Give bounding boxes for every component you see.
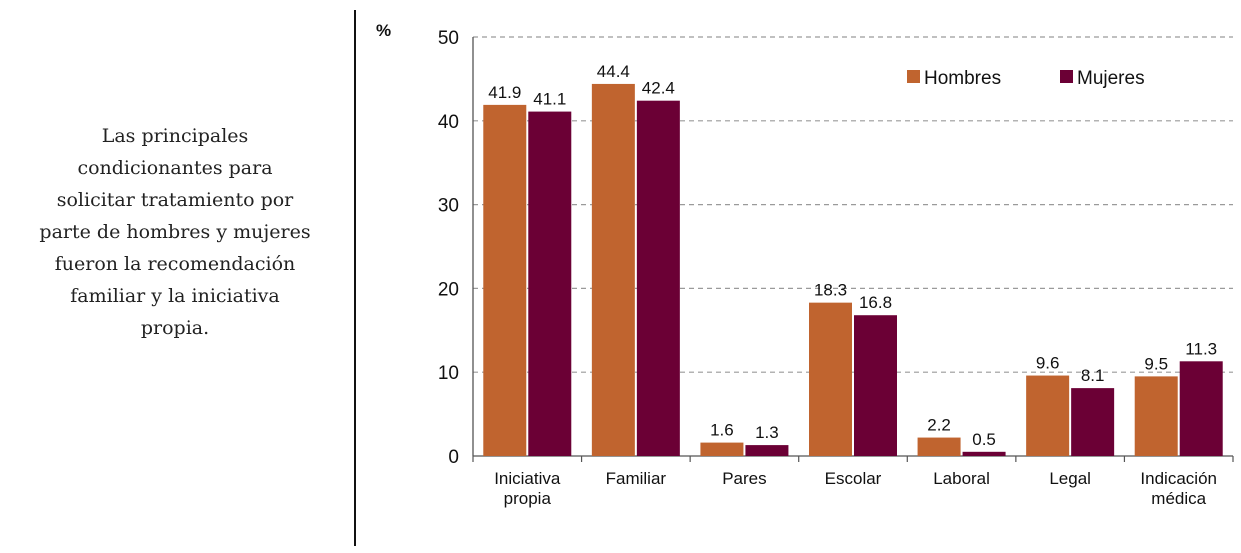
data-label: 16.8: [859, 293, 892, 312]
description-line: Las principales: [101, 125, 249, 147]
data-label: 2.2: [927, 416, 951, 435]
description-line: familiar y la iniciativa: [70, 285, 280, 307]
y-tick-label: 50: [438, 28, 459, 49]
bar-mujeres: [528, 111, 572, 456]
y-tick-label: 40: [438, 112, 459, 133]
x-tick-label: propia: [504, 489, 552, 508]
x-tick-label: Indicación: [1140, 469, 1217, 488]
x-tick-label: médica: [1151, 489, 1206, 508]
description-line: condicionantes para: [77, 157, 273, 179]
chart-description: Las principales condicionantes para soli…: [0, 120, 350, 344]
data-label: 1.6: [710, 421, 734, 440]
description-line: propia.: [140, 317, 210, 339]
bar-hombres: [483, 104, 527, 457]
bar-mujeres: [1071, 388, 1115, 456]
legend-swatch-hombres: [907, 70, 920, 83]
legend-label: Mujeres: [1077, 68, 1145, 89]
x-tick-label: Iniciativa: [494, 469, 561, 488]
description-line: solicitar tratamiento por: [56, 189, 294, 211]
description-line: fueron la recomendación: [54, 253, 296, 275]
data-label: 1.3: [755, 423, 779, 442]
bar-mujeres: [636, 100, 680, 457]
x-tick-label: Familiar: [606, 469, 667, 488]
data-label: 11.3: [1185, 339, 1217, 358]
x-tick-label: Pares: [722, 469, 766, 488]
chart-area: 0 10 20 30 40 50% 41.9 41.1 Iniciativa propia 44.4…: [360, 0, 1241, 548]
y-tick-label: 0: [448, 447, 459, 468]
y-tick-label: 10: [438, 363, 459, 384]
y-tick-label: 20: [438, 279, 459, 300]
bar-hombres: [1134, 376, 1178, 456]
y-tick-label: 30: [438, 196, 459, 217]
x-tick-label: Escolar: [825, 469, 882, 488]
data-label: 0.5: [972, 430, 996, 449]
legend-label: Hombres: [924, 68, 1001, 89]
bar-mujeres: [1179, 361, 1223, 456]
bar-hombres: [917, 437, 961, 456]
bar-hombres: [1026, 375, 1070, 456]
description-line: parte de hombres y mujeres: [39, 221, 311, 243]
bar-hombres: [809, 302, 852, 456]
bar-hombres: [591, 83, 635, 456]
data-label: 18.3: [814, 281, 847, 300]
data-label: 9.6: [1036, 354, 1060, 373]
y-axis-label: %: [376, 21, 391, 40]
data-label: 41.1: [533, 90, 566, 109]
x-tick-label: Laboral: [933, 469, 990, 488]
x-tick-label: Legal: [1049, 469, 1091, 488]
bar-mujeres: [745, 445, 789, 456]
data-label: 42.4: [642, 79, 675, 98]
data-label: 8.1: [1081, 366, 1105, 385]
data-label: 9.5: [1144, 354, 1168, 373]
data-label: 41.9: [488, 83, 521, 102]
vertical-divider: [354, 10, 356, 546]
bar-mujeres: [962, 451, 1006, 456]
bar-mujeres: [854, 315, 897, 456]
data-label: 44.4: [597, 62, 630, 81]
bar-hombres: [700, 442, 744, 456]
legend-swatch-mujeres: [1060, 70, 1073, 83]
